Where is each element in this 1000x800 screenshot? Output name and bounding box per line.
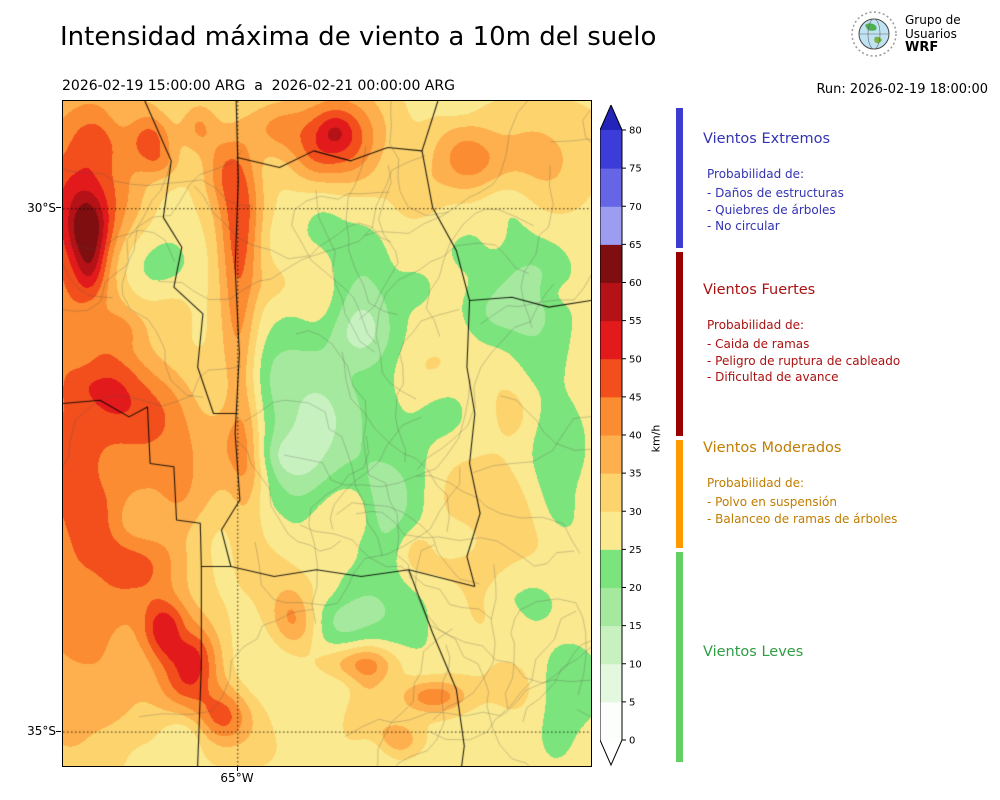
legend-item: - Caida de ramas	[707, 337, 810, 351]
colorbar-tick-label: 75	[629, 164, 642, 175]
legend-item: - Daños de estructuras	[707, 186, 844, 200]
wrf-logo: Grupo de Usuarios WRF	[850, 10, 961, 58]
colorbar-segment	[600, 168, 622, 207]
legend-bar-extremos	[676, 108, 683, 248]
legend-item: - Balanceo de ramas de árboles	[707, 511, 898, 526]
colorbar-segment	[600, 587, 622, 627]
legend-item: - Dificultad de avance	[707, 370, 839, 384]
map-frame	[62, 100, 592, 767]
colorbar-segment	[600, 206, 622, 245]
globe-icon	[851, 11, 897, 57]
colorbar-tick-label: 20	[629, 583, 642, 594]
colorbar-under-arrow	[600, 740, 622, 765]
y-axis-label-30s: 30°S	[27, 201, 56, 215]
wind-map-canvas	[63, 101, 591, 766]
legend-item: - No circular	[707, 219, 780, 233]
colorbar-tick-label: 60	[629, 278, 642, 289]
colorbar-segment	[600, 625, 622, 665]
colorbar-over-arrow	[600, 105, 622, 130]
colorbar-tick-label: 55	[629, 316, 642, 327]
colorbar-segment	[600, 282, 622, 322]
page-title: Intensidad máxima de viento a 10m del su…	[60, 22, 657, 52]
colorbar: 0 5 10 15 20 25 30 35 40 45 50 55 60 65 70 75 80	[600, 105, 642, 767]
colorbar-segment	[600, 701, 622, 741]
colorbar-tick-label: 50	[629, 354, 642, 365]
logo-text-line1: Grupo de	[905, 13, 961, 27]
colorbar-segment	[600, 320, 622, 360]
colorbar-tick-label: 70	[629, 202, 642, 213]
colorbar-segment	[600, 396, 622, 436]
colorbar-tick-label: 35	[629, 469, 642, 480]
colorbar-segment	[600, 511, 622, 550]
legend-prob-label: Probabilidad de:	[707, 318, 805, 332]
legend-item: - Peligro de ruptura de cableado	[707, 353, 901, 368]
legend-prob-label: Probabilidad de:	[707, 167, 805, 181]
legend-heading-fuertes: Vientos Fuertes	[703, 282, 816, 298]
colorbar-tick-label: 45	[629, 392, 642, 403]
legend-section-fuertes: Vientos Fuertes Probabilidad de: - Caida…	[703, 282, 995, 386]
legend-section-extremos: Vientos Extremos Probabilidad de: - Daño…	[703, 131, 995, 235]
colorbar-segment	[600, 358, 622, 398]
x-axis-label-65w: 65°W	[220, 771, 254, 785]
colorbar-tick-label: 40	[629, 431, 642, 442]
legend-heading-moderados: Vientos Moderados	[703, 440, 842, 456]
run-label: Run: 2026-02-19 18:00:00	[816, 82, 988, 97]
y-axis-label-35s: 35°S	[27, 724, 56, 738]
colorbar-segment	[600, 435, 622, 474]
legend-bar-moderados	[676, 440, 683, 548]
legend-heading-extremos: Vientos Extremos	[703, 131, 831, 147]
legend-item: - Polvo en suspensión	[707, 495, 837, 509]
colorbar-tick-label: 0	[629, 736, 635, 747]
legend-bar-fuertes	[676, 252, 683, 436]
legend-heading-leves: Vientos Leves	[703, 644, 804, 660]
colorbar-segment	[600, 473, 622, 512]
colorbar-tick-label: 25	[629, 545, 642, 556]
legend-section-moderados: Vientos Moderados Probabilidad de: - Pol…	[703, 440, 995, 527]
colorbar-segment	[600, 663, 622, 703]
y-axis-tick	[56, 207, 61, 208]
colorbar-tick-label: 15	[629, 621, 642, 632]
colorbar-tick-label: 5	[629, 697, 635, 708]
colorbar-segment	[600, 130, 622, 169]
colorbar-tick-label: 80	[629, 126, 642, 137]
legend-section-leves: Vientos Leves	[703, 644, 995, 680]
date-range-label: 2026-02-19 15:00:00 ARG a 2026-02-21 00:…	[62, 78, 455, 94]
y-axis-tick	[56, 731, 61, 732]
logo-text-line2: Usuarios	[905, 27, 957, 41]
logo-text: Grupo de Usuarios WRF	[905, 13, 961, 55]
legend-item: - Quiebres de árboles	[707, 202, 836, 217]
colorbar-segment	[600, 549, 622, 588]
colorbar-unit-label: km/h	[649, 424, 663, 453]
colorbar-segment	[600, 244, 622, 283]
logo-text-line3: WRF	[905, 40, 939, 55]
colorbar-tick-label: 30	[629, 507, 642, 518]
legend-prob-label: Probabilidad de:	[707, 476, 805, 490]
colorbar-tick-label: 10	[629, 659, 642, 670]
legend-bar-leves	[676, 552, 683, 762]
colorbar-tick-label: 65	[629, 240, 642, 251]
x-axis-tick	[237, 766, 238, 771]
